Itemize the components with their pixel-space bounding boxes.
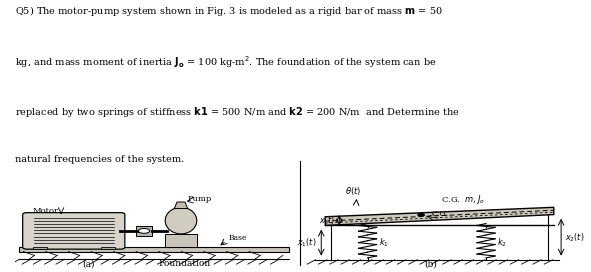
Circle shape (418, 214, 424, 216)
Text: Motor: Motor (33, 207, 59, 215)
Text: $x(t)$: $x(t)$ (319, 214, 335, 226)
Text: $x_1(t)$: $x_1(t)$ (297, 236, 317, 249)
Text: $k_1$: $k_1$ (379, 236, 389, 249)
Bar (136, 226, 152, 236)
Bar (165, 234, 197, 247)
Text: kg, and mass moment of inertia $\mathbf{J_o}$ = 100 kg-m$^2$. The foundation of : kg, and mass moment of inertia $\mathbf{… (15, 54, 436, 70)
Text: (a): (a) (82, 259, 95, 268)
Polygon shape (174, 202, 188, 209)
Text: replaced by two springs of stiffness $\mathbf{k1}$ = 500 N/m and $\mathbf{k2}$ =: replaced by two springs of stiffness $\m… (15, 105, 460, 119)
Circle shape (138, 228, 150, 233)
Bar (100, 247, 115, 249)
Bar (33, 247, 47, 249)
Text: $\theta(t)$: $\theta(t)$ (345, 185, 362, 197)
Text: Foundation: Foundation (158, 259, 210, 268)
Polygon shape (325, 207, 554, 225)
Text: Pump: Pump (188, 194, 212, 203)
Ellipse shape (165, 207, 197, 234)
Text: C.G.: C.G. (431, 210, 449, 218)
Text: Q5) The motor-pump system shown in Fig. 3 is modeled as a rigid bar of mass $\ma: Q5) The motor-pump system shown in Fig. … (15, 4, 443, 18)
Text: C.G.  $m, J_o$: C.G. $m, J_o$ (441, 193, 485, 206)
Text: $k_2$: $k_2$ (498, 236, 507, 249)
Text: Base: Base (228, 234, 246, 242)
Text: natural frequencies of the system.: natural frequencies of the system. (15, 155, 184, 164)
Text: (b): (b) (424, 259, 437, 268)
Text: $x_2(t)$: $x_2(t)$ (564, 231, 584, 244)
Bar (20, 247, 289, 252)
FancyBboxPatch shape (22, 213, 125, 249)
